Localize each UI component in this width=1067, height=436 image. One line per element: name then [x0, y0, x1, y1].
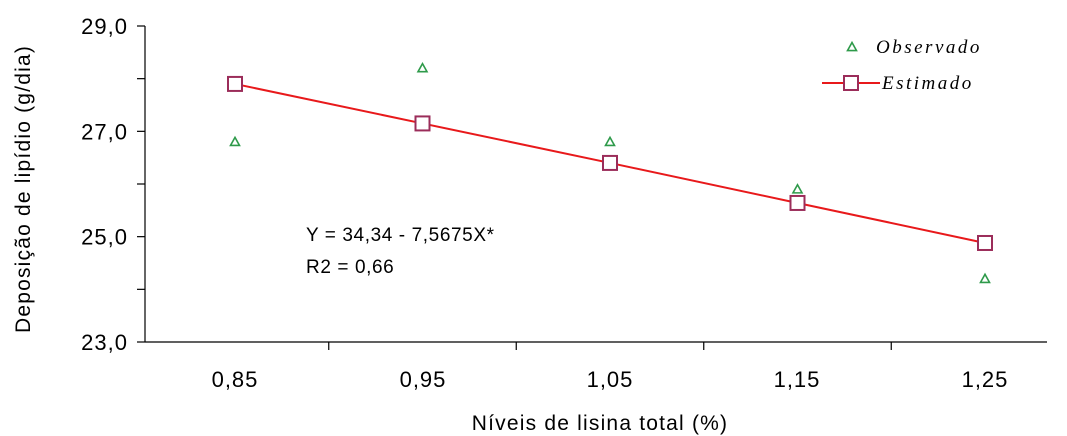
- y-axis-title: Deposição de lipídio (g/dia): [12, 45, 35, 333]
- x-tick-label: 1,25: [962, 367, 1009, 392]
- observed-point: [604, 135, 616, 147]
- y-tick-label: 25,0: [81, 225, 128, 250]
- x-tick-label: 0,95: [400, 367, 447, 392]
- estimated-point: [602, 154, 618, 171]
- estimated-series: [227, 75, 993, 251]
- y-tick-label: 29,0: [81, 14, 128, 39]
- legend-triangle-marker: [846, 40, 858, 52]
- observed-point: [791, 183, 804, 194]
- regression-annotation: Y = 34,34 - 7,5675X* R2 = 0,66: [306, 225, 495, 278]
- x-tick-label: 1,05: [587, 367, 634, 392]
- r-squared-label: R2 = 0,66: [306, 257, 394, 278]
- x-ticks: 0,85 0,95 1,05 1,15 1,25: [212, 342, 1009, 392]
- estimated-point: [414, 115, 431, 132]
- estimated-point: [789, 194, 806, 211]
- observed-point: [979, 272, 991, 284]
- estimated-point: [977, 234, 993, 251]
- legend-square-marker: [843, 75, 859, 91]
- x-tick-label: 1,15: [774, 367, 821, 392]
- x-tick-label: 0,85: [212, 367, 259, 392]
- legend-label-estimado: Estimado: [881, 73, 974, 94]
- estimated-point: [227, 75, 243, 92]
- y-tick-label: 23,0: [81, 330, 128, 355]
- x-axis-title: Níveis de lisina total (%): [472, 412, 728, 435]
- legend-item-estimado: Estimado: [822, 73, 974, 94]
- observed-series: [229, 61, 991, 284]
- legend-label-observado: Observado: [876, 37, 982, 58]
- observed-point: [416, 61, 429, 73]
- observed-point: [229, 135, 241, 147]
- legend: Observado Estimado: [822, 37, 982, 94]
- legend-item-observado: Observado: [846, 37, 982, 58]
- y-ticks: 23,0 25,0 27,0 29,0: [81, 14, 145, 355]
- regression-equation: Y = 34,34 - 7,5675X*: [306, 225, 495, 246]
- y-tick-label: 27,0: [81, 119, 128, 144]
